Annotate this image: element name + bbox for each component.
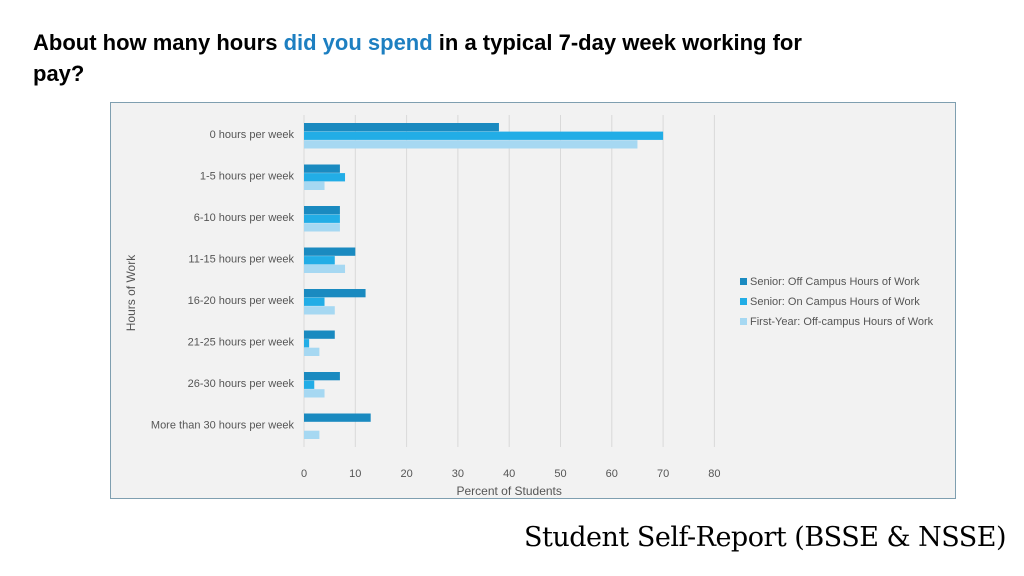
category-label: 1-5 hours per week xyxy=(200,170,295,182)
bar-series-3-3 xyxy=(304,264,346,273)
legend-label-1: Senior: Off Campus Hours of Work xyxy=(750,276,920,288)
legend-swatch-3 xyxy=(740,318,747,325)
category-label: 11-15 hours per week xyxy=(188,253,294,265)
bar-series-3-1 xyxy=(304,181,325,190)
bar-series-1-6 xyxy=(304,372,340,381)
category-label: 6-10 hours per week xyxy=(194,212,295,224)
bar-series-2-6 xyxy=(304,380,315,389)
bar-series-1-5 xyxy=(304,330,335,339)
bar-series-2-5 xyxy=(304,339,310,348)
bar-series-3-4 xyxy=(304,306,335,315)
x-tick-label: 40 xyxy=(503,468,515,480)
bar-series-2-0 xyxy=(304,131,664,140)
category-label: 26-30 hours per week xyxy=(188,378,295,390)
bar-series-1-2 xyxy=(304,206,340,215)
x-tick-label: 80 xyxy=(708,468,720,480)
bar-series-1-3 xyxy=(304,247,356,256)
bar-series-2-4 xyxy=(304,297,325,306)
chart-frame: 0 hours per week 1-5 hours per week 6-10 h… xyxy=(110,102,956,499)
bar-series-3-5 xyxy=(304,347,320,356)
title-part-1: About how many hours xyxy=(33,30,284,55)
bar-series-1-4 xyxy=(304,289,366,298)
bar-series-2-1 xyxy=(304,173,346,182)
x-tick-label: 20 xyxy=(400,468,412,480)
hours-of-work-bar-chart: 0 hours per week 1-5 hours per week 6-10 h… xyxy=(124,115,934,498)
bar-series-3-2 xyxy=(304,223,340,232)
title-highlight: did you spend xyxy=(283,30,433,55)
y-axis-title: Hours of Work xyxy=(124,254,138,331)
bar-series-2-3 xyxy=(304,256,335,265)
x-tick-label: 10 xyxy=(349,468,361,480)
x-tick-label: 60 xyxy=(606,468,618,480)
x-axis-title: Percent of Students xyxy=(456,484,561,498)
legend-label-3: First-Year: Off-campus Hours of Work xyxy=(750,316,934,328)
title-part-2: in a typical 7-day week working for pay? xyxy=(33,30,802,86)
x-tick-label: 50 xyxy=(554,468,566,480)
category-label: 21-25 hours per week xyxy=(188,336,295,348)
x-tick-label: 0 xyxy=(301,468,307,480)
bar-series-3-0 xyxy=(304,140,638,149)
x-tick-label: 70 xyxy=(657,468,669,480)
x-tick-label: 30 xyxy=(452,468,464,480)
category-label: 0 hours per week xyxy=(210,129,295,141)
slide-title: About how many hours did you spend in a … xyxy=(33,27,833,89)
category-label: More than 30 hours per week xyxy=(151,419,295,431)
bar-series-1-7 xyxy=(304,413,371,422)
category-label: 16-20 hours per week xyxy=(188,295,295,307)
legend-swatch-1 xyxy=(740,278,747,285)
bar-series-1-1 xyxy=(304,164,340,173)
bar-series-3-6 xyxy=(304,389,325,398)
legend-label-2: Senior: On Campus Hours of Work xyxy=(750,296,920,308)
bar-series-1-0 xyxy=(304,123,499,132)
footer-source-note: Student Self-Report (BSSE & NSSE) xyxy=(524,522,1006,553)
bar-series-3-7 xyxy=(304,430,320,439)
bar-series-2-2 xyxy=(304,214,340,223)
legend-swatch-2 xyxy=(740,298,747,305)
